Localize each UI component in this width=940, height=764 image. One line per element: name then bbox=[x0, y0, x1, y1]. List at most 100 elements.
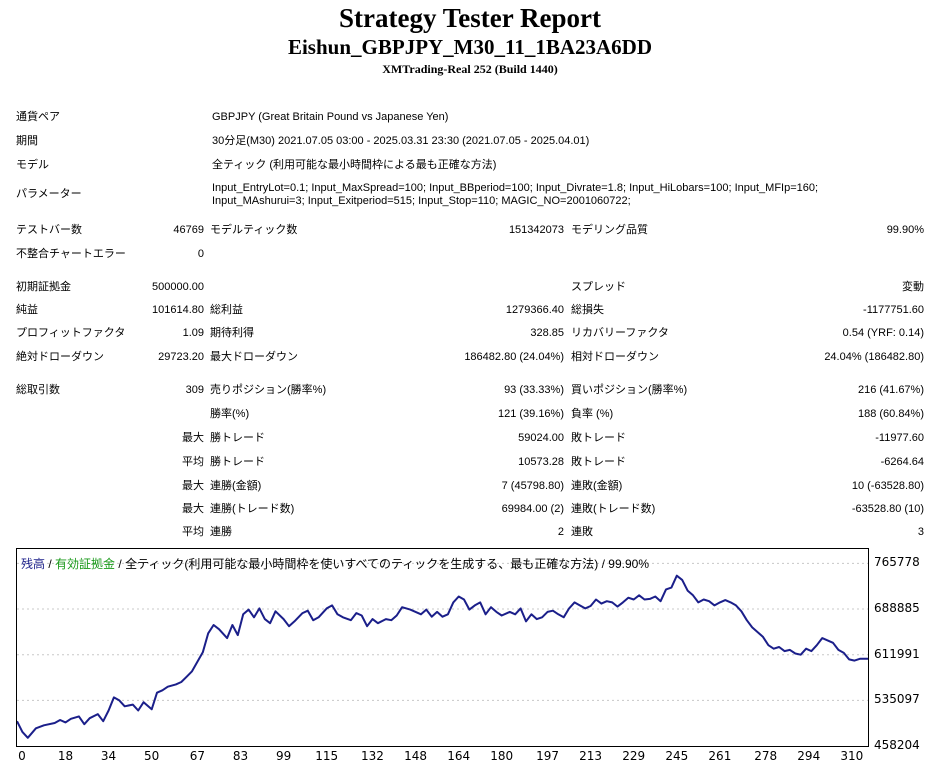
legend-separator-2: / bbox=[115, 557, 126, 571]
x-tick-label: 213 bbox=[579, 749, 603, 763]
balance-chart: 残高 / 有効証拠金 / 全ティック(利用可能な最小時間枠を使いすべてのティック… bbox=[16, 548, 869, 747]
legend-description: 全ティック(利用可能な最小時間枠を使いすべてのティックを生成する、最も正確な方法… bbox=[125, 557, 649, 571]
x-tick-label: 197 bbox=[536, 749, 559, 763]
max-dd-value: 186482.80 (24.04%) bbox=[464, 351, 564, 363]
pf-label: プロフィットファクタ bbox=[16, 327, 126, 339]
x-tick-label: 310 bbox=[840, 749, 864, 763]
x-tick-label: 164 bbox=[447, 749, 471, 763]
balance-plot bbox=[17, 562, 868, 739]
y-tick-label: 535097 bbox=[874, 692, 920, 707]
y-tick-label: 458204 bbox=[874, 738, 920, 752]
avg-consec-win-value: 2 bbox=[557, 526, 564, 538]
ticks-value: 151342073 bbox=[508, 224, 564, 236]
y-tick-label: 765778 bbox=[874, 555, 920, 570]
deposit-label: 初期証拠金 bbox=[16, 281, 71, 293]
x-tick-label: 18 bbox=[57, 749, 74, 763]
max-dd-label: 最大ドローダウン bbox=[210, 351, 298, 363]
expected-value: 328.85 bbox=[530, 327, 564, 339]
x-tick-label: 294 bbox=[797, 749, 821, 763]
expected-label: 期待利得 bbox=[210, 327, 254, 339]
largest-loss-value: -11977.60 bbox=[875, 432, 924, 444]
trades-label: 総取引数 bbox=[16, 384, 60, 396]
report-header: Strategy Tester Report Eishun_GBPJPY_M30… bbox=[0, 3, 940, 76]
recovery-label: リカバリーファクタ bbox=[571, 327, 669, 339]
params-line-1: Input_EntryLot=0.1; Input_MaxSpread=100;… bbox=[212, 182, 819, 194]
avg-consec-loss-label: 連敗 bbox=[571, 526, 593, 538]
largest-win-label: 勝トレード bbox=[210, 432, 265, 444]
abs-dd-value: 29723.20 bbox=[158, 351, 204, 363]
report-subtitle: Eishun_GBPJPY_M30_11_1BA23A6DD bbox=[287, 35, 653, 59]
params-label: パラメーター bbox=[16, 188, 82, 200]
consec-loss-trade-label: 連敗(トレード数) bbox=[571, 503, 656, 515]
period-value: 30分足(M30) 2021.07.05 03:00 - 2025.03.31 … bbox=[212, 135, 590, 147]
avg-label-2: 平均 bbox=[182, 526, 204, 538]
spread-label: スプレッド bbox=[571, 281, 626, 293]
bars-value: 46769 bbox=[173, 224, 204, 236]
lossrate-value: 188 (60.84%) bbox=[857, 408, 924, 420]
consec-loss-amt-label: 連敗(金額) bbox=[571, 480, 623, 492]
avg-loss-value: -6264.64 bbox=[880, 456, 924, 468]
x-tick-label: 148 bbox=[404, 749, 428, 763]
avg-win-label: 勝トレード bbox=[210, 456, 265, 468]
period-label: 期間 bbox=[16, 135, 38, 147]
winrate-label: 勝率(%) bbox=[210, 408, 250, 420]
avg-consec-win-label: 連勝 bbox=[210, 526, 232, 538]
long-label: 買いポジション(勝率%) bbox=[571, 384, 688, 396]
report-table: 通貨ペア GBPJPY (Great Britain Pound vs Japa… bbox=[0, 3, 940, 543]
spread-value: 変動 bbox=[902, 281, 924, 293]
gross-loss-value: -1177751.60 bbox=[863, 304, 924, 316]
x-tick-label: 132 bbox=[361, 749, 384, 763]
net-label: 純益 bbox=[16, 304, 38, 316]
report-title: Strategy Tester Report bbox=[339, 3, 601, 33]
mismatch-value: 0 bbox=[197, 248, 204, 260]
server-info: XMTrading-Real 252 (Build 1440) bbox=[382, 62, 558, 76]
rel-dd-label: 相対ドローダウン bbox=[571, 351, 659, 363]
pair-value: GBPJPY (Great Britain Pound vs Japanese … bbox=[212, 111, 449, 123]
ticks-label: モデルティック数 bbox=[210, 224, 298, 236]
avg-win-value: 10573.28 bbox=[518, 456, 564, 468]
consec-win-trade-label: 連勝(トレード数) bbox=[210, 503, 295, 515]
x-tick-label: 245 bbox=[665, 749, 689, 763]
quality-label: モデリング品質 bbox=[571, 224, 648, 236]
x-tick-label: 83 bbox=[232, 749, 249, 763]
largest-win-value: 59024.00 bbox=[518, 432, 564, 444]
avg-consec-loss-value: 3 bbox=[917, 526, 924, 538]
x-tick-label: 50 bbox=[144, 749, 160, 763]
long-value: 216 (41.67%) bbox=[857, 384, 924, 396]
model-value: 全ティック (利用可能な最小時間枠による最も正確な方法) bbox=[212, 159, 497, 171]
model-label: モデル bbox=[16, 159, 49, 171]
rel-dd-value: 24.04% (186482.80) bbox=[824, 351, 924, 363]
largest-loss-label: 敗トレード bbox=[571, 432, 626, 444]
abs-dd-label: 絶対ドローダウン bbox=[16, 351, 104, 363]
consec-win-amt-label: 連勝(金額) bbox=[210, 480, 262, 492]
y-tick-label: 688885 bbox=[874, 601, 920, 616]
winrate-value: 121 (39.16%) bbox=[497, 408, 564, 420]
x-tick-label: 180 bbox=[490, 749, 514, 763]
x-tick-label: 229 bbox=[622, 749, 646, 763]
bars-label: テストバー数 bbox=[16, 224, 82, 236]
x-tick-label: 261 bbox=[708, 749, 732, 763]
consec-loss-trade-value: -63528.80 (10) bbox=[851, 503, 924, 515]
params-line-2: Input_MAshurui=3; Input_Exitperiod=515; … bbox=[212, 195, 631, 207]
max-label-2: 最大 bbox=[182, 480, 204, 492]
x-tick-label: 278 bbox=[754, 749, 778, 763]
chart-legend: 残高 / 有効証拠金 / 全ティック(利用可能な最小時間枠を使いすべてのティック… bbox=[21, 555, 649, 572]
x-tick-label: 67 bbox=[189, 749, 206, 763]
x-tick-label: 34 bbox=[100, 749, 117, 763]
avg-label-1: 平均 bbox=[182, 456, 204, 468]
avg-loss-label: 敗トレード bbox=[571, 456, 626, 468]
gross-loss-label: 総損失 bbox=[571, 304, 604, 316]
legend-equity: 有効証拠金 bbox=[55, 557, 116, 571]
recovery-value: 0.54 (YRF: 0.14) bbox=[842, 327, 924, 339]
pair-label: 通貨ペア bbox=[16, 111, 60, 123]
x-tick-label: 99 bbox=[275, 749, 292, 763]
balance-line bbox=[17, 574, 868, 739]
trades-value: 309 bbox=[185, 384, 204, 396]
gross-profit-label: 総利益 bbox=[210, 304, 243, 316]
consec-win-trade-value: 69984.00 (2) bbox=[501, 503, 564, 515]
legend-balance: 残高 bbox=[21, 557, 46, 571]
legend-separator-1: / bbox=[45, 557, 56, 571]
y-tick-label: 611991 bbox=[874, 646, 920, 661]
gross-profit-value: 1279366.40 bbox=[505, 304, 564, 316]
lossrate-label: 負率 (%) bbox=[571, 408, 614, 420]
